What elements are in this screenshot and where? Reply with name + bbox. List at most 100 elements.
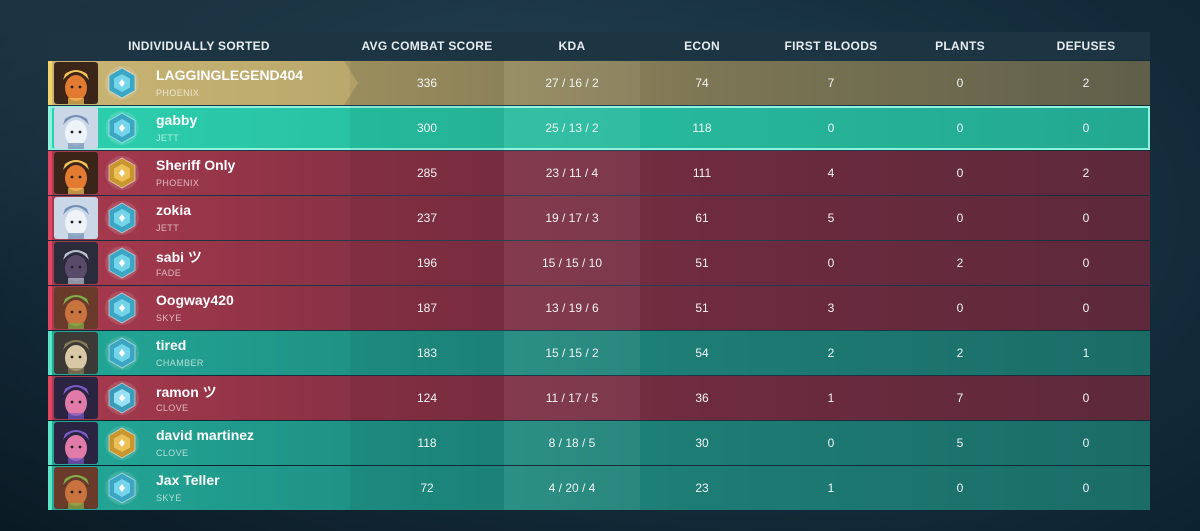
econ-value: 23 [695, 481, 709, 495]
acs-band [350, 241, 504, 285]
plants-value: 2 [956, 346, 964, 360]
first-bloods-value: 0 [827, 121, 835, 135]
kda-value: 4 / 20 / 4 [548, 481, 596, 495]
player-name[interactable]: david martinez [156, 427, 255, 443]
kda-value: 11 / 17 / 5 [545, 391, 599, 405]
player-name[interactable]: ramon ツ [156, 384, 217, 400]
plants-value: 5 [956, 436, 964, 450]
diamond-rank-icon [104, 245, 140, 281]
first-bloods-value: 5 [827, 211, 835, 225]
agent-name: SKYE [156, 313, 182, 323]
kda-band [504, 466, 640, 510]
diamond-rank-icon [104, 200, 140, 236]
first-bloods-value: 0 [827, 256, 835, 270]
acs-value: 72 [420, 481, 434, 495]
acs-band [350, 196, 504, 240]
player-row[interactable]: zokia JETT 237 19 / 17 / 3 61 5 0 0 [48, 196, 1150, 240]
player-name[interactable]: LAGGINGLEGEND404 [156, 67, 304, 83]
scoreboard: INDIVIDUALLY SORTED AVG COMBAT SCORE KDA… [48, 32, 1150, 510]
player-row[interactable]: sabi ツ FADE 196 15 / 15 / 10 51 0 2 0 [48, 241, 1150, 285]
player-name[interactable]: Jax Teller [156, 472, 220, 488]
defuses-value: 0 [1082, 391, 1090, 405]
player-name[interactable]: zokia [156, 202, 192, 218]
acs-value: 196 [416, 256, 438, 270]
kda-value: 25 / 13 / 2 [545, 121, 599, 135]
team-indicator-bar [48, 151, 52, 195]
agent-name: PHOENIX [156, 178, 200, 188]
kda-value: 27 / 16 / 2 [545, 76, 599, 90]
team-indicator-bar [48, 106, 52, 150]
header-defuses[interactable]: DEFUSES [1056, 39, 1116, 53]
econ-value: 118 [692, 121, 712, 135]
kda-band [504, 376, 640, 420]
kda-value: 15 / 15 / 2 [545, 346, 599, 360]
defuses-value: 0 [1082, 121, 1090, 135]
player-row[interactable]: Oogway420 SKYE 187 13 / 19 / 6 51 3 0 0 [48, 286, 1150, 330]
player-name[interactable]: gabby [156, 112, 198, 128]
acs-band [350, 106, 504, 150]
plants-value: 0 [956, 211, 964, 225]
agent-name: JETT [156, 223, 180, 233]
agent-name: SKYE [156, 493, 182, 503]
scoreboard-header: INDIVIDUALLY SORTED AVG COMBAT SCORE KDA… [48, 32, 1150, 60]
econ-value: 51 [695, 256, 709, 270]
header-first-bloods[interactable]: FIRST BLOODS [784, 39, 878, 53]
acs-value: 285 [416, 166, 438, 180]
acs-value: 118 [417, 436, 437, 450]
player-name[interactable]: Sheriff Only [156, 157, 236, 173]
header-acs[interactable]: AVG COMBAT SCORE [361, 39, 493, 53]
econ-value: 111 [692, 166, 712, 180]
defuses-value: 2 [1082, 76, 1090, 90]
first-bloods-value: 7 [827, 76, 835, 90]
kda-value: 13 / 19 / 6 [545, 301, 599, 315]
agent-name: FADE [156, 268, 182, 278]
first-bloods-value: 1 [827, 481, 835, 495]
player-row[interactable]: Sheriff Only PHOENIX 285 23 / 11 / 4 111 4 0 2 [48, 151, 1150, 195]
player-row[interactable]: gabby JETT 300 25 / 13 / 2 118 0 0 0 [48, 106, 1150, 150]
econ-value: 30 [695, 436, 709, 450]
agent-name: CLOVE [156, 403, 189, 413]
agent-portrait [54, 422, 98, 464]
header-plants[interactable]: PLANTS [935, 39, 985, 53]
header-sort-label[interactable]: INDIVIDUALLY SORTED [128, 39, 270, 53]
player-name[interactable]: Oogway420 [156, 292, 234, 308]
team-indicator-bar [48, 241, 52, 285]
diamond-rank-icon [104, 470, 140, 506]
player-row[interactable]: tired CHAMBER 183 15 / 15 / 2 54 2 2 1 [48, 331, 1150, 375]
acs-value: 183 [416, 346, 438, 360]
player-name[interactable]: sabi ツ [156, 249, 202, 265]
plants-value: 0 [956, 301, 964, 315]
player-row[interactable]: Jax Teller SKYE 72 4 / 20 / 4 23 1 0 0 [48, 466, 1150, 510]
agent-portrait [54, 287, 98, 329]
plants-value: 2 [956, 256, 964, 270]
agent-name: CHAMBER [156, 358, 204, 368]
plants-value: 0 [956, 166, 964, 180]
player-row[interactable]: LAGGINGLEGEND404 PHOENIX 336 27 / 16 / 2 74 7… [48, 61, 1150, 105]
header-kda[interactable]: KDA [558, 39, 586, 53]
player-row[interactable]: ramon ツ CLOVE 124 11 / 17 / 5 36 1 7 0 [48, 376, 1150, 420]
kda-band [504, 241, 640, 285]
econ-value: 74 [695, 76, 709, 90]
player-name[interactable]: tired [156, 337, 187, 353]
agent-portrait [54, 62, 98, 104]
acs-value: 237 [416, 211, 438, 225]
team-indicator-bar [48, 376, 52, 420]
team-indicator-bar [48, 61, 52, 105]
defuses-value: 0 [1082, 301, 1090, 315]
first-bloods-value: 1 [827, 391, 835, 405]
kda-value: 23 / 11 / 4 [545, 166, 599, 180]
header-econ[interactable]: ECON [684, 39, 720, 53]
gold-rank-icon [104, 155, 140, 191]
first-bloods-value: 2 [827, 346, 835, 360]
plants-value: 0 [956, 121, 964, 135]
acs-value: 187 [416, 301, 438, 315]
player-row[interactable]: david martinez CLOVE 118 8 / 18 / 5 30 0 5 0 [48, 421, 1150, 465]
platinum-rank-icon [104, 380, 140, 416]
acs-band [350, 286, 504, 330]
acs-band [350, 61, 504, 105]
agent-portrait [54, 242, 98, 284]
diamond-rank-icon [104, 290, 140, 326]
team-indicator-bar [48, 421, 52, 465]
kda-value: 15 / 15 / 10 [541, 256, 603, 270]
name-column-bg [48, 61, 358, 105]
